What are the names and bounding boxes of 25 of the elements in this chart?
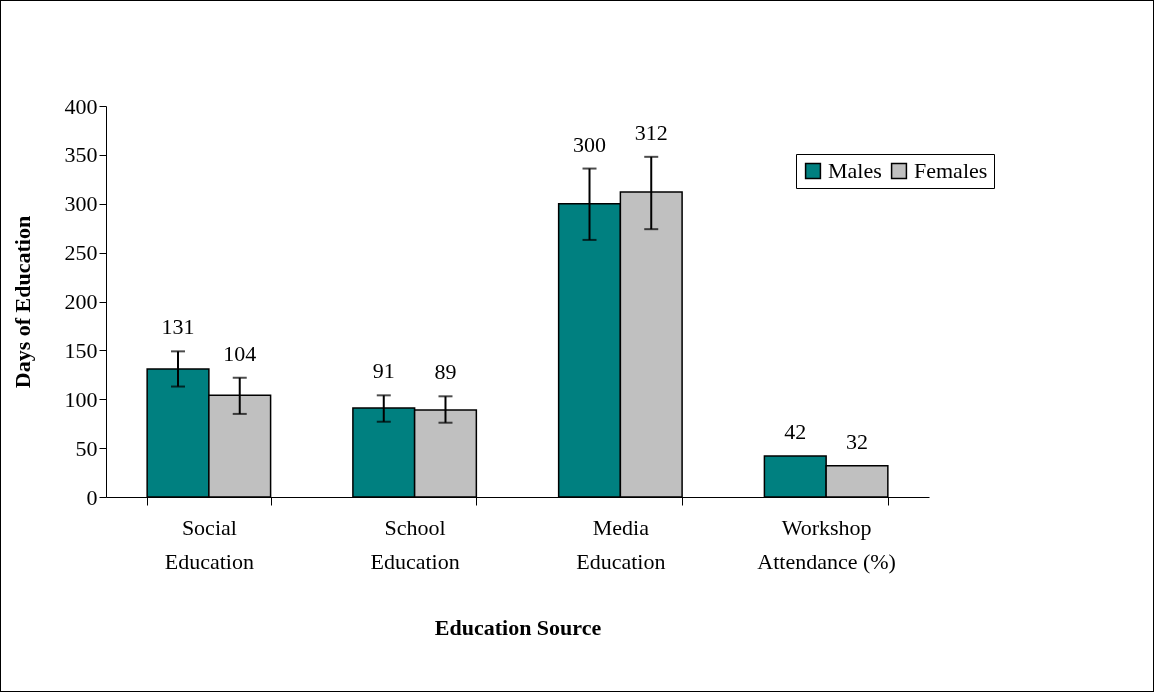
x-tick-label: Media Education [576, 514, 666, 574]
legend-label: Females [914, 158, 988, 183]
data-label: 91 [372, 358, 395, 384]
x-axis-title: Education Source [434, 614, 602, 640]
x-tick-label: Social Education [164, 514, 254, 574]
data-label: 32 [845, 428, 868, 454]
y-axis-title: Days of Education [9, 215, 35, 389]
y-tick-label: 350 [64, 142, 98, 168]
x-tick-label: Workshop Attendance (%) [757, 514, 896, 574]
data-label: 300 [573, 131, 607, 157]
data-label: 89 [434, 359, 457, 385]
y-tick-label: 300 [64, 191, 98, 217]
y-tick-label: 250 [64, 240, 98, 266]
x-tick-label: School Education [370, 514, 460, 574]
y-tick-label: 100 [64, 386, 98, 412]
y-tick-label: 400 [64, 93, 98, 119]
data-label: 131 [161, 314, 195, 340]
data-label: 42 [784, 418, 807, 444]
y-tick-label: 50 [75, 435, 98, 461]
y-tick-label: 200 [64, 289, 98, 314]
data-label: 312 [634, 119, 668, 145]
y-tick-label: 150 [64, 337, 98, 363]
y-tick-label: 0 [86, 484, 98, 510]
data-label: 104 [223, 340, 257, 366]
legend-label: Males [828, 158, 882, 183]
